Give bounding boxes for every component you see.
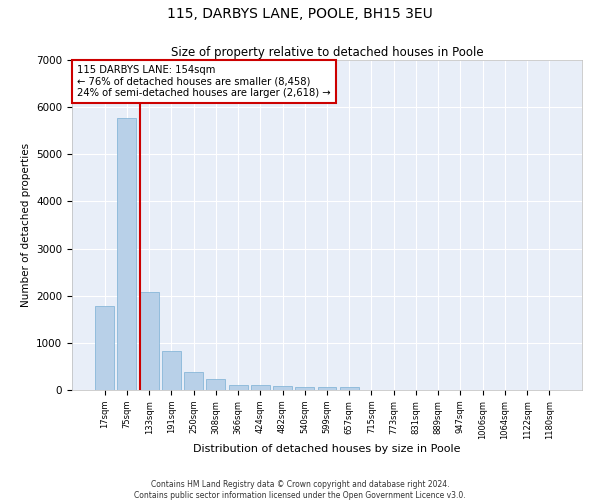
Bar — [251, 384, 270, 390]
Text: 115 DARBYS LANE: 154sqm
← 76% of detached houses are smaller (8,458)
24% of semi: 115 DARBYS LANE: 154sqm ← 76% of detache… — [77, 65, 331, 98]
X-axis label: Distribution of detached houses by size in Poole: Distribution of detached houses by size … — [193, 444, 461, 454]
Title: Size of property relative to detached houses in Poole: Size of property relative to detached ho… — [170, 46, 484, 59]
Y-axis label: Number of detached properties: Number of detached properties — [20, 143, 31, 307]
Bar — [206, 379, 225, 390]
Bar — [340, 387, 359, 390]
Bar — [229, 384, 248, 390]
Bar — [273, 386, 292, 390]
Text: Contains HM Land Registry data © Crown copyright and database right 2024.
Contai: Contains HM Land Registry data © Crown c… — [134, 480, 466, 500]
Bar — [140, 292, 158, 390]
Bar — [184, 372, 203, 390]
Bar — [118, 118, 136, 390]
Bar — [162, 351, 181, 390]
Bar — [317, 386, 337, 390]
Bar — [95, 306, 114, 390]
Text: 115, DARBYS LANE, POOLE, BH15 3EU: 115, DARBYS LANE, POOLE, BH15 3EU — [167, 8, 433, 22]
Bar — [295, 387, 314, 390]
